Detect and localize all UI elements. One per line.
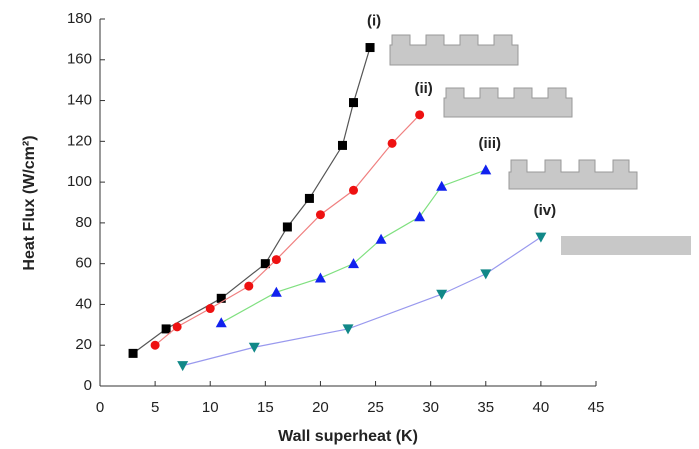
x-tick-label: 20 xyxy=(312,399,329,416)
marker xyxy=(348,258,360,269)
marker xyxy=(161,324,171,334)
marker xyxy=(215,317,227,328)
x-tick-label: 35 xyxy=(477,399,494,416)
x-tick-label: 40 xyxy=(533,399,550,416)
marker xyxy=(314,272,326,283)
surface-icons xyxy=(389,34,691,255)
marker xyxy=(365,43,375,53)
marker xyxy=(172,322,182,332)
x-tick-label: 15 xyxy=(257,399,274,416)
marker xyxy=(150,340,160,350)
x-tick-label: 30 xyxy=(422,399,439,416)
x-tick-label: 45 xyxy=(588,399,605,416)
marker xyxy=(436,180,448,191)
marker xyxy=(304,193,314,203)
marker xyxy=(375,233,387,244)
marker xyxy=(387,138,397,148)
series-line xyxy=(182,236,542,367)
y-axis-label: Heat Flux (W/cm²) xyxy=(21,135,38,270)
x-axis-label: Wall superheat (K) xyxy=(278,428,418,445)
x-tick-label: 5 xyxy=(151,399,159,416)
marker xyxy=(480,269,492,280)
x-tick-label: 25 xyxy=(367,399,384,416)
marker xyxy=(414,211,426,222)
series-label: (ii) xyxy=(414,80,432,97)
marker xyxy=(270,286,282,297)
marker xyxy=(436,289,448,300)
surface-icon-i xyxy=(389,34,519,66)
surface-icon-iii xyxy=(508,159,638,190)
marker xyxy=(480,164,492,175)
marker xyxy=(244,281,254,291)
y-tick-label: 20 xyxy=(75,336,92,353)
y-tick-label: 40 xyxy=(75,295,92,312)
y-tick-label: 180 xyxy=(67,10,92,27)
x-tick-label: 0 xyxy=(96,399,104,416)
marker xyxy=(205,304,215,314)
marker xyxy=(282,222,292,232)
marker xyxy=(260,259,270,269)
marker xyxy=(216,293,226,303)
y-tick-label: 100 xyxy=(67,173,92,190)
y-tick-label: 140 xyxy=(67,92,92,109)
y-tick-label: 120 xyxy=(67,132,92,149)
y-tick-label: 80 xyxy=(75,214,92,231)
marker xyxy=(271,255,281,265)
marker xyxy=(177,361,189,372)
marker xyxy=(342,324,354,335)
marker xyxy=(535,232,547,243)
marker xyxy=(349,98,359,108)
series-line xyxy=(132,47,371,354)
marker xyxy=(337,140,347,150)
marker xyxy=(248,342,260,353)
series-label: (iii) xyxy=(479,135,502,152)
marker xyxy=(315,210,325,220)
marker xyxy=(349,185,359,195)
y-tick-label: 60 xyxy=(75,255,92,272)
y-tick-label: 0 xyxy=(84,377,92,394)
series-label: (iv) xyxy=(534,202,557,219)
series-label: (i) xyxy=(367,13,381,30)
surface-icon-iv xyxy=(561,236,691,255)
series-line xyxy=(220,169,486,324)
x-tick-label: 10 xyxy=(202,399,219,416)
marker xyxy=(128,348,138,358)
y-tick-label: 160 xyxy=(67,51,92,68)
marker xyxy=(415,110,425,120)
surface-icon-ii xyxy=(443,87,573,118)
